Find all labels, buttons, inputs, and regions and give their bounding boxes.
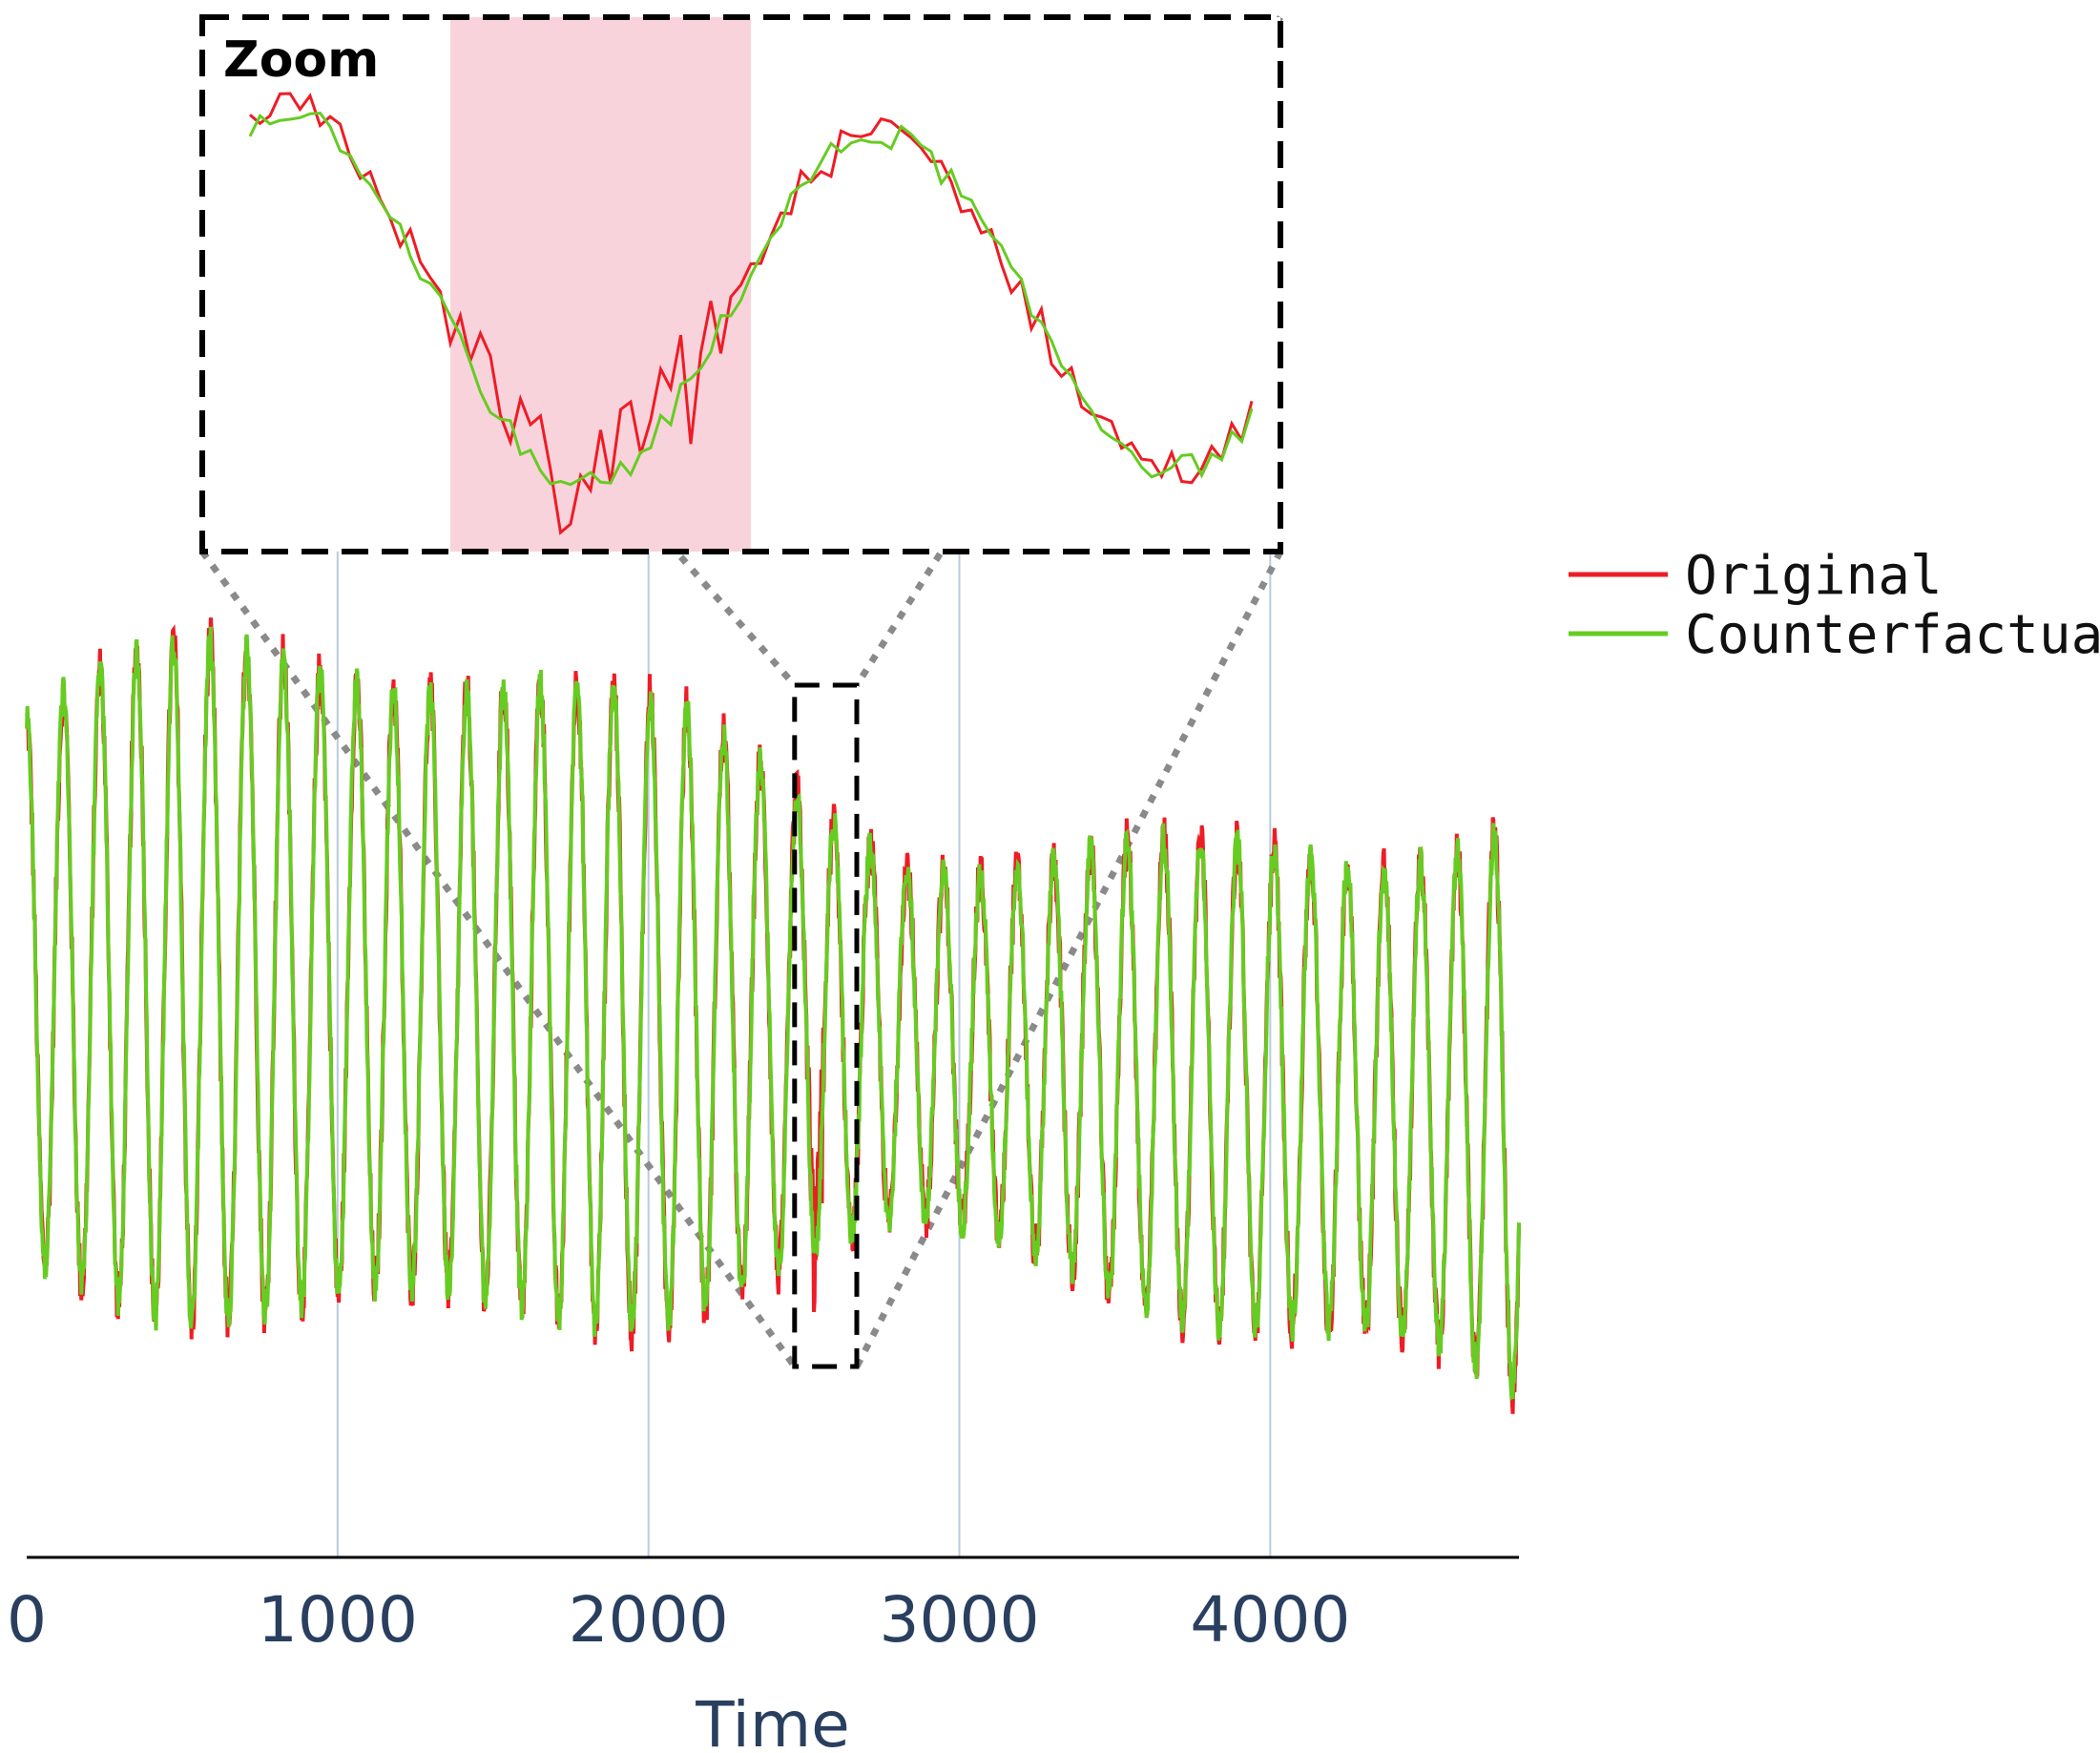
x-tick-label-0: 0: [7, 1583, 47, 1657]
main-plot-series: [25, 617, 1521, 1414]
x-tick-label-2000: 2000: [569, 1583, 729, 1657]
x-axis-ticks: 0 1000 2000 3000 4000: [7, 1583, 1350, 1657]
zoom-inset-series: [248, 92, 1254, 535]
connector-bottom-left: [199, 549, 798, 1369]
zoom-highlight-band: [450, 17, 751, 552]
x-tick-label-4000: 4000: [1190, 1583, 1350, 1657]
zoom-series-counterfactual: [248, 111, 1254, 487]
zoom-series-original: [249, 92, 1254, 535]
zoom-title: Zoom: [223, 31, 379, 89]
x-tick-label-1000: 1000: [258, 1583, 418, 1657]
x-axis-title: Time: [695, 1688, 850, 1753]
connector-top-left: [199, 14, 798, 688]
zoom-inset-frame: [199, 14, 1283, 554]
legend-label-original: Original: [1685, 545, 1943, 607]
zoom-region-box: [792, 682, 860, 1369]
zoom-inset: Zoom: [199, 14, 1283, 554]
x-tick-label-3000: 3000: [880, 1583, 1040, 1657]
legend-label-counterfactual: Counterfactual: [1685, 604, 2100, 666]
series-counterfactual: [25, 626, 1521, 1402]
